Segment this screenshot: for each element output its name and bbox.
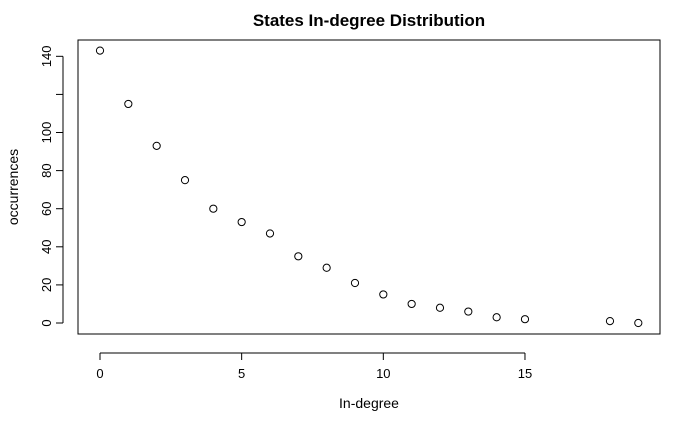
y-tick-label: 140 [39,45,54,67]
data-point [520,315,530,324]
y-tick-label: 60 [39,201,54,215]
plot-area [77,39,661,335]
y-tick-label: 0 [39,319,54,326]
y-axis-label: occurrences [5,149,21,225]
y-tick-label: 40 [39,240,54,254]
y-axis: 0 20 40 60 80 100 140 [39,45,64,327]
data-point [180,176,190,185]
x-tick-label: 0 [96,366,103,381]
x-tick-label: 15 [518,366,532,381]
data-point [492,313,501,322]
data-point [209,204,218,213]
data-point [407,299,416,309]
data-point [464,307,473,316]
data-point [95,46,105,55]
x-tick-label: 10 [376,366,390,381]
data-point [124,99,133,109]
data-point [237,217,246,227]
y-tick-label: 100 [39,122,54,144]
data-point [435,303,445,312]
data-point [634,318,643,328]
data-point [605,316,615,326]
data-point [379,290,388,299]
x-axis-label: In-degree [339,395,399,411]
data-point [294,252,303,261]
x-tick-label: 5 [238,366,245,381]
y-tick-label: 80 [39,163,54,177]
data-point [350,278,360,288]
data-points [95,46,643,328]
data-point [152,141,161,150]
data-point [265,229,275,238]
chart-title: States In-degree Distribution [253,11,485,30]
x-axis: 0 5 10 15 [96,352,532,381]
data-point [322,263,331,272]
y-tick-label: 20 [39,278,54,292]
